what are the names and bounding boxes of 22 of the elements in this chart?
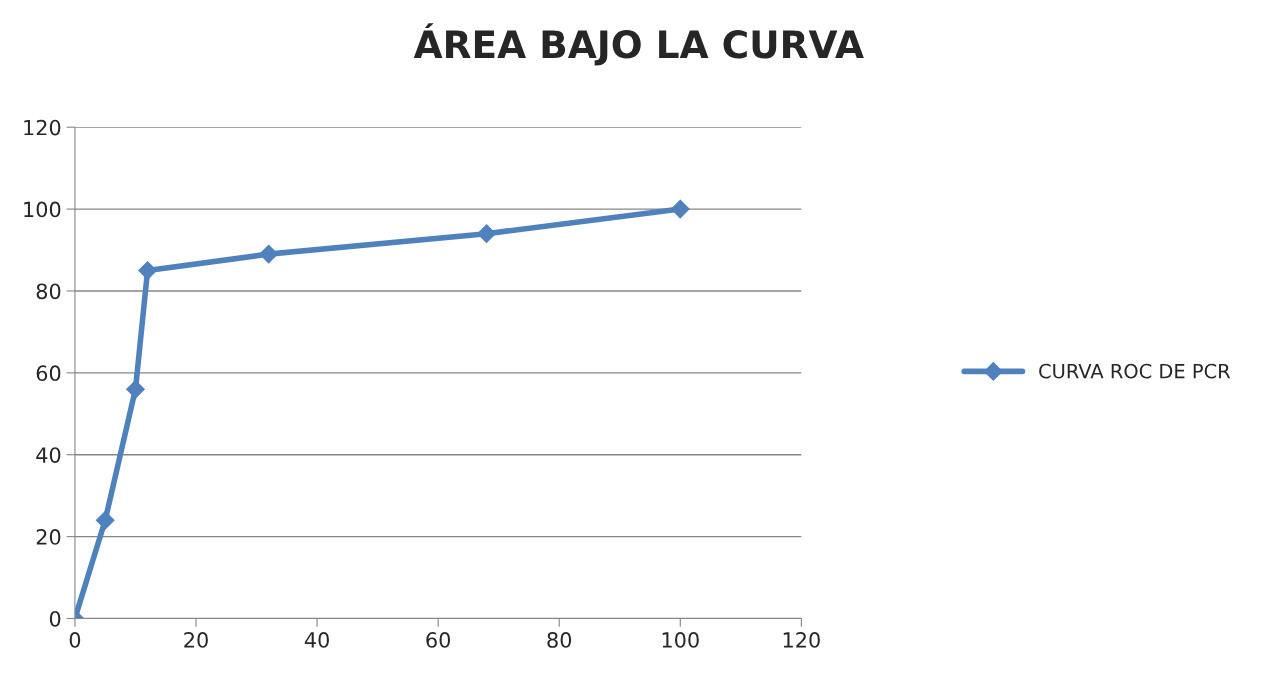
chart-title: ÁREA BAJO LA CURVA [413,23,864,66]
point [670,199,690,219]
y-tick-label: 40 [36,447,61,463]
point [138,261,157,280]
point [477,224,496,243]
y-tick-label: 60 [36,365,61,382]
x-tick-label: 80 [547,632,572,648]
point [95,510,115,530]
y-tick-label: 100 [24,201,61,218]
y-tick-label: 80 [36,283,61,300]
point [126,379,145,399]
x-tick-label: 60 [426,632,451,648]
legend-label: CURVA ROC DE PCR [1039,363,1231,379]
x-tick-label: 120 [783,632,820,648]
x-tick-label: 40 [304,632,329,648]
point [259,244,279,264]
x-tick-label: 0 [69,632,81,648]
y-tick-label: 120 [24,119,61,136]
x-tick-label: 20 [184,632,208,648]
y-tick-label: 0 [49,610,61,627]
y-tick-label: 20 [36,529,61,545]
x-tick-label: 100 [662,632,699,648]
